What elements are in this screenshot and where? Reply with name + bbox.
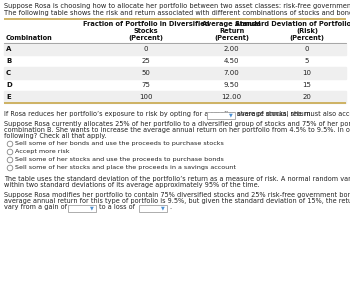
Text: following? Check all that apply.: following? Check all that apply.	[4, 133, 106, 139]
Text: ▼: ▼	[229, 113, 233, 117]
Text: 50: 50	[141, 70, 150, 76]
Text: 15: 15	[302, 82, 312, 88]
Text: The table uses the standard deviation of the portfolio’s return as a measure of : The table uses the standard deviation of…	[4, 176, 350, 182]
Text: .: .	[169, 204, 171, 210]
Text: 7.00: 7.00	[224, 70, 239, 76]
Text: Fraction of Portfolio in Diversified
Stocks
(Percent): Fraction of Portfolio in Diversified Sto…	[83, 21, 209, 41]
Bar	[68, 205, 96, 211]
Text: vary from a gain of: vary from a gain of	[4, 204, 67, 210]
Text: Suppose Rosa is choosing how to allocate her portfolio between two asset classes: Suppose Rosa is choosing how to allocate…	[4, 3, 350, 9]
Text: Combination: Combination	[6, 35, 53, 41]
Text: 4.50: 4.50	[224, 58, 239, 64]
Text: combination B. She wants to increase the average annual return on her portfolio : combination B. She wants to increase the…	[4, 127, 350, 133]
Text: ▼: ▼	[90, 205, 94, 211]
Text: Standard Deviation of Portfolio Return
(Risk)
(Percent): Standard Deviation of Portfolio Return (…	[235, 21, 350, 41]
Text: The following table shows the risk and return associated with different combinat: The following table shows the risk and r…	[4, 10, 350, 16]
Text: 12.00: 12.00	[222, 94, 242, 100]
Circle shape	[7, 149, 13, 155]
Text: average annual return for this type of portfolio is 9.5%, but given the standard: average annual return for this type of p…	[4, 198, 350, 205]
Text: average annual return.: average annual return.	[237, 111, 313, 117]
Text: 0: 0	[144, 46, 148, 52]
Bar	[207, 111, 235, 119]
Text: If Rosa reduces her portfolio’s exposure to risk by opting for a smaller share o: If Rosa reduces her portfolio’s exposure…	[4, 111, 350, 117]
Bar	[4, 91, 346, 103]
Text: Average Annual
Return
(Percent): Average Annual Return (Percent)	[202, 21, 261, 41]
Text: 2.00: 2.00	[224, 46, 239, 52]
Text: 0: 0	[305, 46, 309, 52]
Text: 20: 20	[302, 94, 312, 100]
Text: 100: 100	[139, 94, 153, 100]
Text: 75: 75	[141, 82, 150, 88]
Text: Accept more risk: Accept more risk	[15, 150, 70, 154]
Text: C: C	[6, 70, 11, 76]
Text: Sell some of her bonds and use the proceeds to purchase stocks: Sell some of her bonds and use the proce…	[15, 141, 224, 146]
Bar	[4, 67, 346, 79]
Text: E: E	[6, 94, 11, 100]
Text: A: A	[6, 46, 11, 52]
Text: 9.50: 9.50	[224, 82, 239, 88]
Text: 25: 25	[142, 58, 150, 64]
Text: Suppose Rosa modifies her portfolio to contain 75% diversified stocks and 25% ri: Suppose Rosa modifies her portfolio to c…	[4, 192, 350, 198]
Text: to a loss of: to a loss of	[99, 204, 135, 210]
Circle shape	[7, 141, 13, 147]
Text: within two standard deviations of its average approximately 95% of the time.: within two standard deviations of its av…	[4, 182, 260, 188]
Text: ▼: ▼	[161, 205, 165, 211]
Circle shape	[7, 165, 13, 171]
Text: Sell some of her stocks and place the proceeds in a savings account: Sell some of her stocks and place the pr…	[15, 166, 236, 170]
Text: B: B	[6, 58, 11, 64]
Text: Sell some of her stocks and use the proceeds to purchase bonds: Sell some of her stocks and use the proc…	[15, 158, 224, 162]
Text: D: D	[6, 82, 12, 88]
Bar	[139, 205, 167, 211]
Bar	[4, 43, 346, 55]
Text: 10: 10	[302, 70, 312, 76]
Circle shape	[7, 157, 13, 163]
Text: Suppose Rosa currently allocates 25% of her portfolio to a diversified group of : Suppose Rosa currently allocates 25% of …	[4, 121, 350, 127]
Text: 5: 5	[305, 58, 309, 64]
